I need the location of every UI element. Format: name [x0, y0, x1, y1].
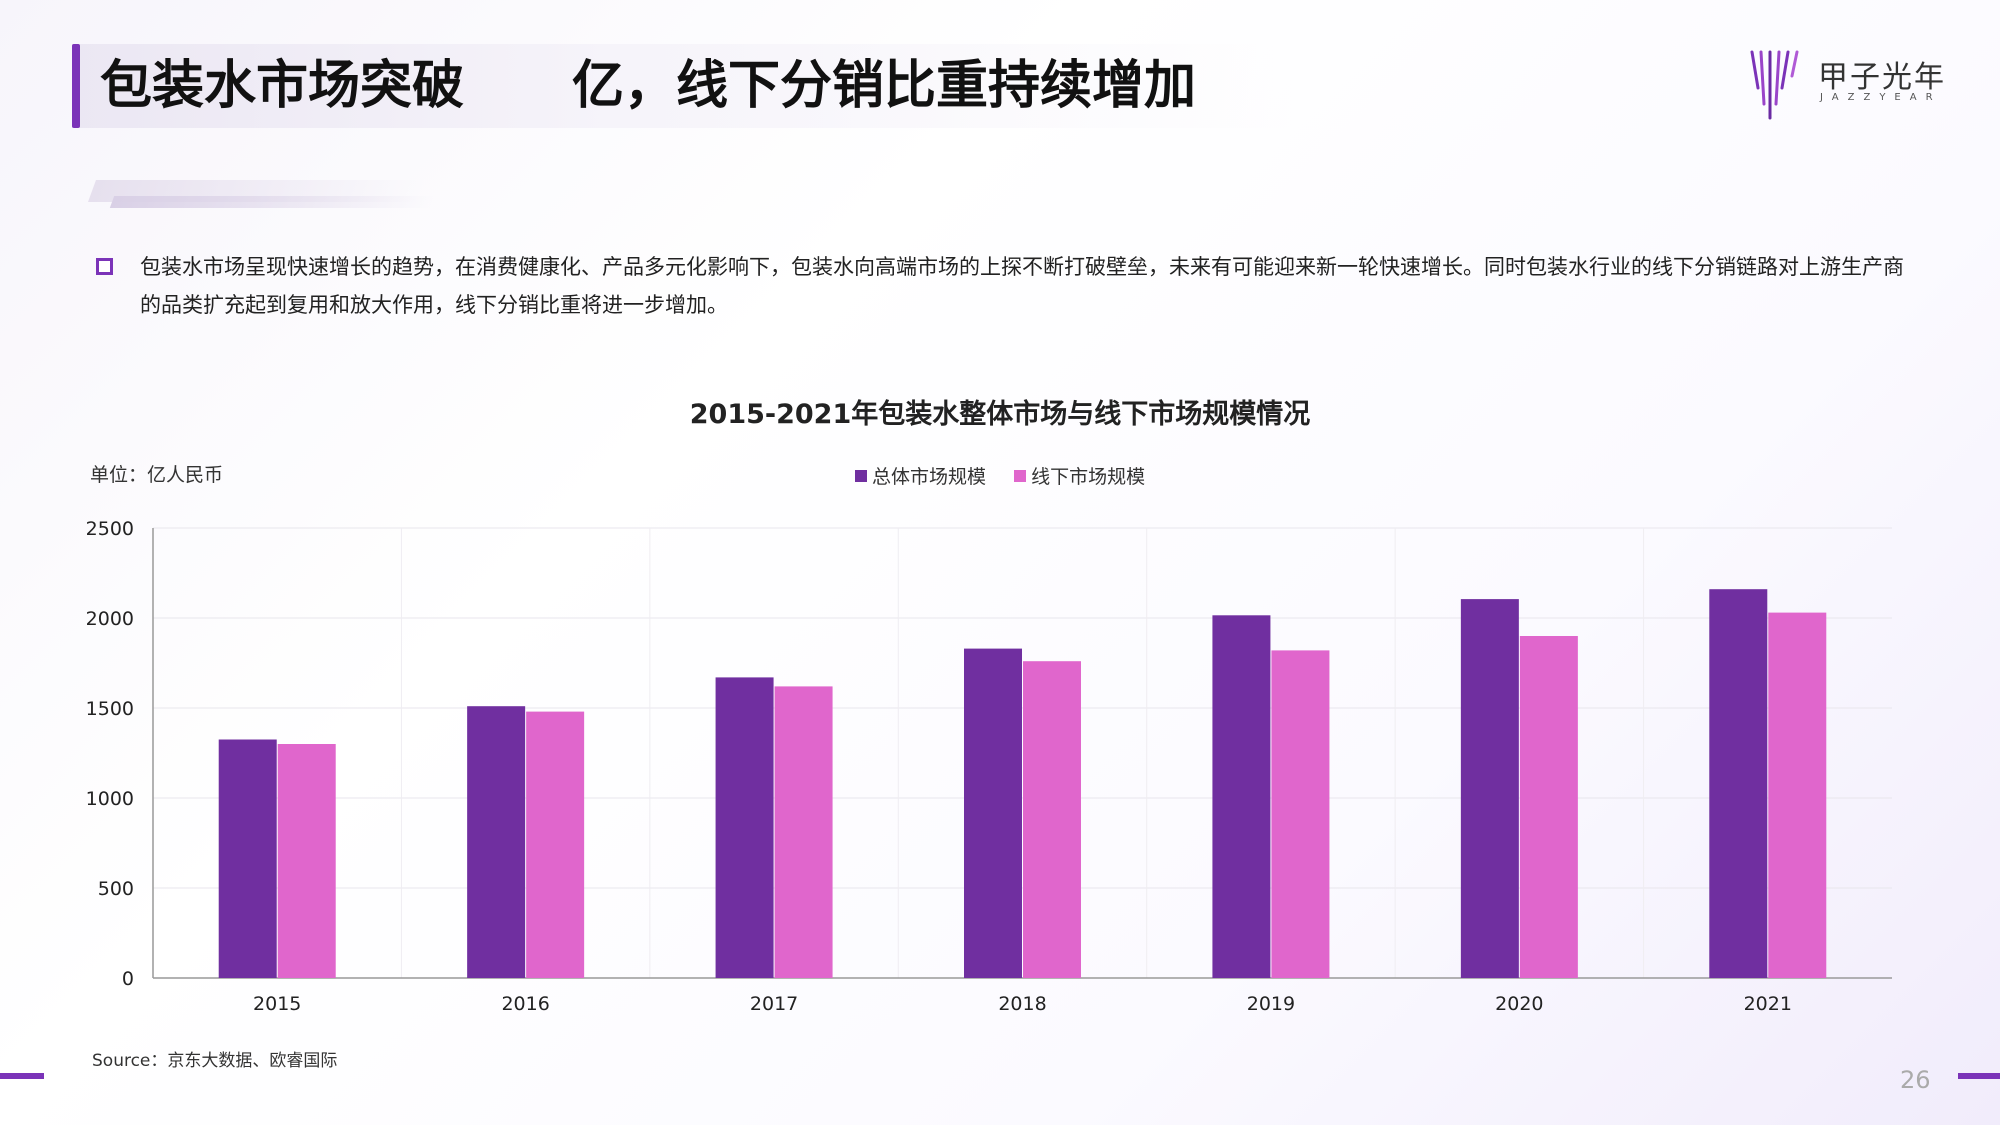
chart-title: 2015-2021年包装水整体市场与线下市场规模情况 — [689, 399, 1311, 430]
bar-offline-2017 — [774, 686, 833, 978]
title-accent-bar — [72, 44, 80, 128]
hollow-square-bullet-icon — [96, 258, 113, 275]
edge-accent-right — [1958, 1073, 2000, 1079]
y-tick-label: 2000 — [86, 608, 134, 630]
x-tick-label: 2015 — [253, 993, 301, 1015]
legend-label-total: 总体市场规模 — [872, 466, 987, 488]
logo-subtext: JAZZYEAR — [1820, 92, 1942, 103]
x-tick-label: 2019 — [1247, 993, 1295, 1015]
y-tick-label: 1000 — [86, 788, 134, 810]
y-tick-label: 500 — [98, 878, 134, 900]
chart-unit-label: 单位：亿人民币 — [90, 464, 224, 486]
bar-offline-2015 — [277, 744, 336, 978]
bar-offline-2016 — [526, 711, 585, 978]
bar-offline-2019 — [1271, 650, 1330, 978]
legend-label-offline: 线下市场规模 — [1031, 466, 1146, 488]
bar-total-2015 — [218, 739, 277, 978]
y-tick-label: 1500 — [86, 698, 134, 720]
bar-total-2016 — [467, 706, 526, 978]
page-number: 26 — [1900, 1066, 1931, 1094]
bar-total-2017 — [715, 677, 774, 978]
description-paragraph: 包装水市场呈现快速增长的趋势，在消费健康化、产品多元化影响下，包装水向高端市场的… — [140, 255, 1904, 317]
legend-swatch-offline — [1014, 470, 1027, 482]
bar-total-2018 — [964, 648, 1022, 978]
legend-item-offline: 线下市场规模 — [1014, 462, 1145, 489]
legend-item-total: 总体市场规模 — [855, 462, 986, 489]
x-tick-label: 2020 — [1495, 993, 1543, 1015]
x-tick-label: 2017 — [750, 993, 798, 1015]
y-tick-label: 2500 — [86, 518, 134, 540]
x-tick-label: 2018 — [998, 993, 1046, 1015]
bar-offline-2018 — [1023, 661, 1081, 978]
page-title-part2: 亿，线下分销比重持续增加 — [572, 56, 1197, 116]
bar-offline-2021 — [1768, 612, 1827, 978]
jazzyear-logo-icon — [1750, 50, 1799, 120]
logo-wordmark: 甲子光年 — [1818, 60, 1946, 95]
bar-total-2020 — [1460, 599, 1519, 978]
y-tick-label: 0 — [122, 968, 134, 990]
bar-offline-2020 — [1519, 636, 1578, 978]
page-title-part1: 包装水市场突破 — [100, 56, 465, 116]
bar-total-2021 — [1709, 589, 1768, 978]
chart-legend: 总体市场规模 线下市场规模 — [855, 462, 1167, 489]
x-tick-label: 2016 — [501, 993, 549, 1015]
bar-total-2019 — [1212, 615, 1271, 978]
source-note: Source：京东大数据、欧睿国际 — [92, 1051, 338, 1071]
legend-swatch-total — [855, 470, 867, 482]
title-banner — [72, 44, 1292, 128]
x-tick-label: 2021 — [1744, 993, 1792, 1015]
edge-accent-left — [0, 1073, 44, 1079]
